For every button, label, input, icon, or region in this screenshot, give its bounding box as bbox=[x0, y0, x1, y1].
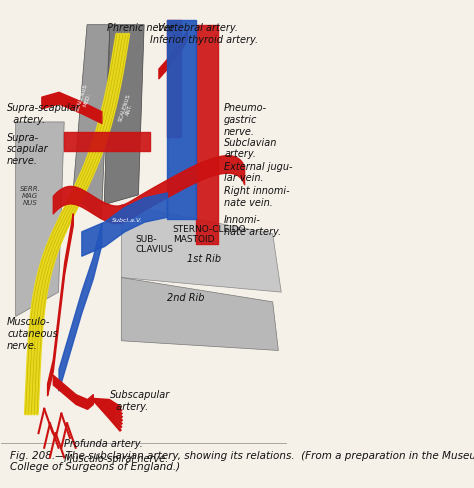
Text: 2nd Rib: 2nd Rib bbox=[167, 292, 204, 303]
Text: SUB-
CLAVIUS: SUB- CLAVIUS bbox=[136, 234, 173, 254]
Text: Vertebral artery.: Vertebral artery. bbox=[158, 23, 238, 33]
Text: Right innomi-
nate vein.: Right innomi- nate vein. bbox=[224, 186, 290, 207]
Text: Musculo-spiral nerve.: Musculo-spiral nerve. bbox=[64, 453, 169, 463]
Text: STERNO-CLEIDO-
MASTOID: STERNO-CLEIDO- MASTOID bbox=[173, 224, 250, 244]
Text: Phrenic nerve.: Phrenic nerve. bbox=[107, 23, 177, 33]
Text: SCALENUS
ANT.: SCALENUS ANT. bbox=[118, 93, 137, 123]
Text: SCALENUS
MED.: SCALENUS MED. bbox=[74, 83, 94, 114]
Text: Musculo-
cutaneous
nerve.: Musculo- cutaneous nerve. bbox=[7, 317, 58, 350]
Text: External jugu-
lar vein.: External jugu- lar vein. bbox=[224, 162, 292, 183]
FancyBboxPatch shape bbox=[1, 6, 287, 443]
Polygon shape bbox=[16, 122, 64, 317]
Text: 1st Rib: 1st Rib bbox=[187, 254, 221, 264]
Text: Supra-
scapular
nerve.: Supra- scapular nerve. bbox=[7, 132, 49, 165]
Text: Subcl.a.V.: Subcl.a.V. bbox=[112, 217, 142, 222]
Polygon shape bbox=[73, 26, 110, 220]
Text: College of Surgeons of England.): College of Surgeons of England.) bbox=[10, 461, 180, 471]
Text: Subclavian
artery.: Subclavian artery. bbox=[224, 137, 277, 159]
Text: Subscapular
  artery.: Subscapular artery. bbox=[110, 389, 170, 411]
Polygon shape bbox=[121, 278, 278, 351]
Text: Innomi-
nate artery.: Innomi- nate artery. bbox=[224, 215, 281, 237]
Polygon shape bbox=[104, 26, 144, 205]
Text: Supra-scapular
  artery.: Supra-scapular artery. bbox=[7, 103, 81, 125]
Text: SERR.
MAG
NUS: SERR. MAG NUS bbox=[19, 185, 40, 205]
Text: Pneumo-
gastric
nerve.: Pneumo- gastric nerve. bbox=[224, 103, 267, 137]
Text: Fig. 208.—The subclavian artery, showing its relations.  (From a preparation in : Fig. 208.—The subclavian artery, showing… bbox=[10, 450, 474, 460]
Text: Inferior thyroid artery.: Inferior thyroid artery. bbox=[150, 35, 258, 45]
Text: Profunda artery.: Profunda artery. bbox=[64, 438, 143, 448]
Polygon shape bbox=[121, 205, 281, 292]
